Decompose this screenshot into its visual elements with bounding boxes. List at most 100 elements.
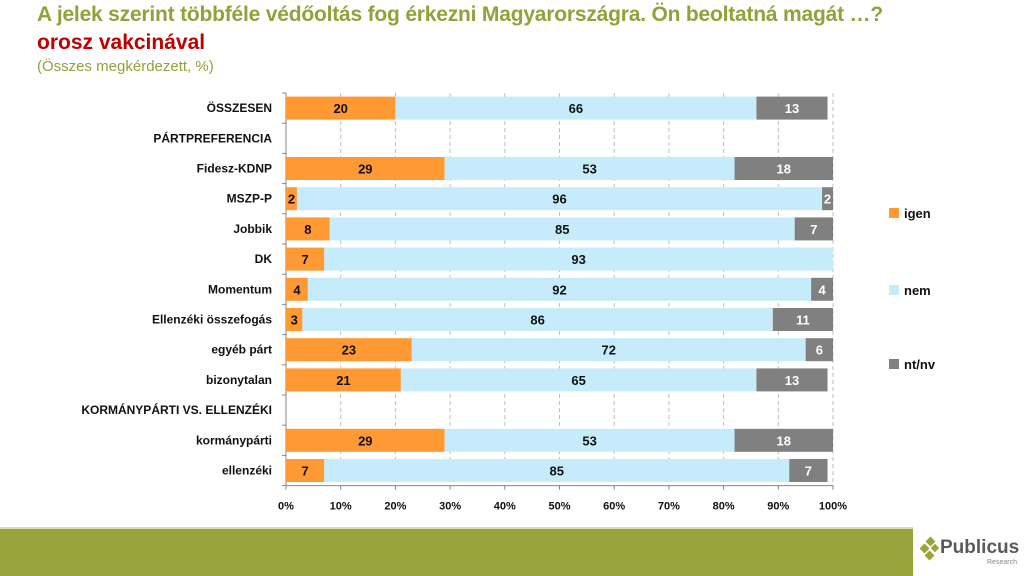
bar-nem (444, 428, 735, 452)
x-tick-label: 0% (278, 501, 294, 513)
bar-nem (324, 459, 790, 482)
data-label: 11 (796, 313, 810, 328)
category-label: kormánypárti (196, 433, 272, 447)
data-label: 21 (336, 373, 350, 388)
data-label: 8 (304, 222, 311, 237)
data-label: 2 (288, 192, 295, 207)
logo-subtext: Research (987, 559, 1017, 566)
legend-swatch-nem (889, 285, 899, 295)
data-label: 13 (785, 373, 799, 388)
footer-divider (0, 527, 913, 529)
legend-label: igen (904, 206, 931, 221)
data-label: 53 (582, 162, 596, 177)
x-tick-label: 50% (548, 501, 570, 513)
bar-nem (411, 338, 806, 362)
bar-igen (286, 308, 303, 331)
publicus-logo: Publicus Research (918, 536, 1024, 576)
data-label: 85 (555, 222, 569, 237)
data-label: 92 (552, 282, 566, 297)
bar-nem (395, 96, 757, 120)
data-label: 18 (777, 162, 791, 177)
data-label: 96 (552, 192, 566, 207)
bar-nt-nv (756, 96, 828, 120)
legend-label: nem (904, 283, 931, 298)
data-label: 29 (358, 433, 372, 448)
data-label: 3 (291, 313, 298, 328)
x-tick-label: 90% (767, 501, 789, 513)
data-label: 6 (816, 343, 823, 358)
category-label: Momentum (208, 282, 272, 296)
data-label: 7 (805, 464, 812, 479)
bar-nem (302, 308, 773, 331)
data-label: 4 (293, 282, 301, 297)
bar-nem (307, 277, 812, 301)
data-label: 53 (582, 433, 596, 448)
data-label: 20 (333, 101, 347, 116)
bar-nem (296, 187, 823, 211)
bar-nem (324, 247, 833, 271)
data-label: 7 (810, 222, 817, 237)
chart-title: A jelek szerint többféle védőoltás fog é… (37, 3, 883, 26)
logo-diamonds-icon (919, 536, 940, 561)
x-tick-label: 10% (330, 501, 352, 513)
bar-igen (286, 428, 445, 452)
bar-nem (444, 157, 735, 180)
x-tick-label: 40% (494, 501, 516, 513)
data-label: 23 (342, 343, 356, 358)
bar-nt-nv (811, 277, 833, 301)
data-label: 7 (302, 464, 309, 479)
data-label: 66 (569, 101, 583, 116)
stacked-bar-chart: 0% 10% 20% 30% 40% 50% 60% 70% 80% 90% 100% ÖSSZESE… (81, 92, 936, 513)
category-label: bizonytalan (206, 373, 272, 387)
bar-nt-nv (789, 459, 828, 482)
legend-swatch-igen (889, 208, 899, 218)
bar-igen (286, 368, 401, 392)
category-label: DK (255, 252, 273, 266)
bar-nt-nv (772, 308, 833, 331)
bar-igen (286, 187, 297, 211)
data-label: 7 (302, 252, 309, 267)
chart-subtitle: orosz vakcinával (37, 31, 206, 54)
bar-igen (286, 217, 330, 241)
data-label: 85 (550, 464, 564, 479)
bar-nt-nv (794, 217, 833, 241)
bar-igen (286, 96, 396, 120)
bar-igen (286, 338, 412, 362)
bar-nt-nv (822, 187, 833, 211)
data-label: 65 (571, 373, 585, 388)
bar-nt-nv (805, 338, 833, 362)
category-label: KORMÁNYPÁRTI VS. ELLENZÉKI (81, 402, 272, 417)
x-tick-label: 100% (819, 501, 847, 513)
legend-label: nt/nv (904, 357, 936, 372)
data-label: 93 (571, 252, 585, 267)
data-label: 29 (358, 162, 372, 177)
bar-igen (286, 277, 308, 301)
data-label: 18 (777, 433, 791, 448)
data-label: 72 (601, 343, 615, 358)
x-tick-label: 80% (713, 501, 735, 513)
legend-swatch-nt-nv (889, 359, 899, 369)
x-tick-label: 70% (658, 501, 680, 513)
bar-nem (400, 368, 757, 392)
data-label: 13 (785, 101, 799, 116)
x-tick-label: 20% (384, 501, 406, 513)
data-label: 4 (818, 282, 826, 297)
x-tick-label: 60% (603, 501, 625, 513)
bar-igen (286, 247, 325, 271)
category-label: Fidesz-KDNP (197, 162, 272, 176)
footer-bar (0, 529, 913, 576)
bar-igen (286, 459, 325, 482)
category-label: PÁRTPREFERENCIA (153, 130, 272, 145)
logo-text: Publicus (940, 537, 1020, 558)
data-label: 2 (824, 192, 831, 207)
category-label: egyéb párt (211, 343, 272, 357)
category-label: ellenzéki (222, 464, 272, 478)
bar-nt-nv (756, 368, 828, 392)
category-label: Jobbik (233, 222, 272, 236)
bar-nem (329, 217, 795, 241)
chart-note: (Összes megkérdezett, %) (37, 58, 214, 75)
category-label: MSZP-P (227, 192, 272, 206)
bar-nt-nv (734, 428, 833, 452)
data-label: 86 (530, 313, 544, 328)
bar-igen (286, 157, 445, 180)
